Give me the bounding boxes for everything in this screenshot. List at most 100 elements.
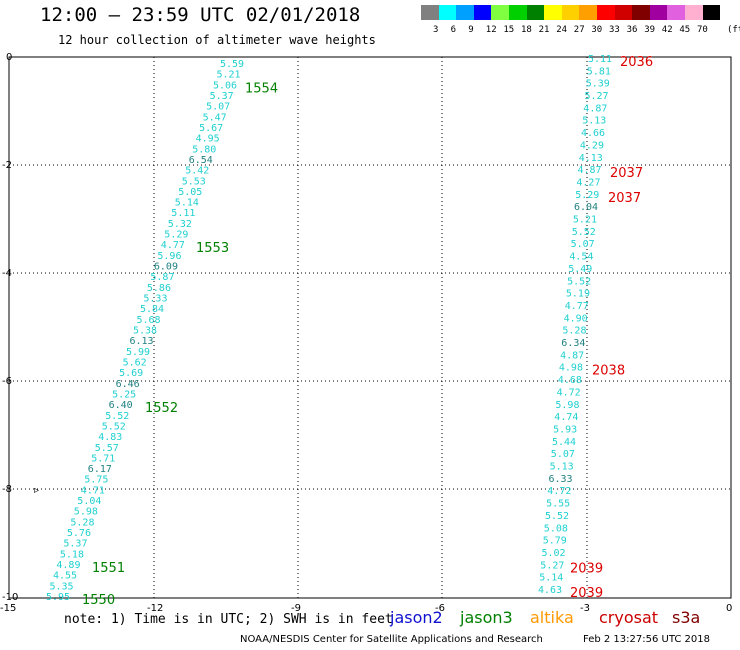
- legend-bin-label: 30: [591, 25, 603, 35]
- wave-height-value: 5.49: [568, 264, 592, 275]
- wave-height-value: 4.72: [557, 387, 581, 398]
- legend-bin-label: 33: [609, 25, 620, 35]
- wave-height-value: 5.21: [573, 215, 597, 226]
- legend-swatch: [473, 5, 492, 20]
- legend-swatch: [561, 5, 580, 20]
- wave-height-value: 5.93: [553, 425, 577, 436]
- wave-height-value: 5.53: [182, 176, 206, 187]
- pass-time-label: 2036: [620, 55, 653, 70]
- wave-height-value: 6.54: [189, 155, 213, 166]
- wave-height-value: 5.02: [542, 548, 566, 559]
- pass-time-label: 1554: [245, 81, 278, 96]
- legend-swatch: [632, 5, 650, 20]
- wave-height-value: 5.05: [178, 187, 202, 198]
- pass-time-label: 2039: [570, 561, 603, 576]
- wave-height-value: 4.68: [558, 375, 582, 386]
- wave-height-value: 6.13: [130, 336, 154, 347]
- legend-swatch: [597, 5, 615, 20]
- wave-height-value: 5.29: [575, 190, 599, 201]
- y-tick-label: -4: [2, 268, 12, 279]
- legend-bin-label: 39: [644, 25, 656, 35]
- legend-swatch: [702, 5, 721, 20]
- x-tick-label: -15: [0, 603, 16, 614]
- wave-height-value: 5.39: [586, 79, 610, 90]
- wave-height-value: 5.37: [63, 539, 87, 550]
- wave-height-value: 5.62: [123, 358, 147, 369]
- wave-height-value: 6.34: [561, 338, 585, 349]
- wave-height-value: 5.28: [562, 326, 586, 337]
- satellite-label-altika: altika: [530, 608, 574, 627]
- wave-height-value: 5.14: [175, 198, 199, 209]
- legend-bin-label: 70: [697, 25, 708, 35]
- wave-height-value: 5.29: [164, 230, 188, 241]
- wave-height-value: 5.13: [582, 116, 606, 127]
- map-subtitle: 12 hour collection of altimeter wave hei…: [58, 33, 376, 47]
- satellite-label-cryosat: cryosat: [599, 608, 659, 627]
- satellite-label-s3a: s3a: [672, 608, 701, 627]
- legend-bin-label: 36: [626, 25, 638, 35]
- wave-height-value: 5.28: [70, 517, 94, 528]
- wave-height-value: 4.55: [53, 571, 77, 582]
- wave-height-value: 5.33: [143, 294, 167, 305]
- wave-height-value: 5.87: [150, 272, 174, 283]
- wave-height-value: 4.63: [538, 585, 562, 596]
- legend-swatch: [421, 5, 439, 20]
- wave-height-value: 5.69: [119, 368, 143, 379]
- wave-height-value: 5.52: [572, 227, 596, 238]
- pass-time-label: 2039: [570, 586, 603, 601]
- legend-swatch: [456, 5, 474, 20]
- wave-height-value: 5.32: [168, 219, 192, 230]
- x-tick-label: -3: [580, 603, 590, 614]
- legend-swatch: [438, 5, 457, 20]
- wave-height-value: 4.54: [569, 252, 593, 263]
- legend-bin-label: 24: [556, 25, 568, 35]
- legend-swatch: [614, 5, 633, 20]
- wave-height-value: 5.67: [199, 123, 223, 134]
- wave-height-value: 5.13: [550, 462, 574, 473]
- wave-height-value: 4.90: [564, 313, 588, 324]
- legend-swatch: [491, 5, 509, 20]
- wave-height-value: 5.47: [203, 112, 227, 123]
- y-tick-label: -10: [2, 592, 18, 603]
- map-title: 12:00 – 23:59 UTC 02/01/2018: [40, 4, 361, 26]
- wave-height-value: 5.37: [210, 91, 234, 102]
- wave-height-value: 4.71: [81, 485, 105, 496]
- wave-height-value: 5.76: [67, 528, 91, 539]
- wave-height-value: 5.96: [157, 251, 181, 262]
- wave-height-value: 4.89: [56, 560, 80, 571]
- wave-height-value: 4.66: [581, 128, 605, 139]
- satellite-label-jason2: jason2: [390, 608, 443, 627]
- x-tick-label: 0: [726, 603, 732, 614]
- wave-height-value: 5.52: [545, 511, 569, 522]
- wave-height-value: 4.98: [559, 363, 583, 374]
- plot-frame: [8, 56, 732, 599]
- wave-height-value: 6.04: [574, 202, 598, 213]
- y-tick-label: 0: [6, 52, 12, 63]
- wave-height-value: 5.71: [91, 453, 115, 464]
- wave-height-value: 6.17: [88, 464, 112, 475]
- legend-swatch: [509, 5, 527, 20]
- x-tick-label: -6: [435, 603, 445, 614]
- wave-height-value: 5.27: [540, 560, 564, 571]
- satellite-label-jason3: jason3: [460, 608, 513, 627]
- wave-height-value: 4.87: [560, 350, 584, 361]
- legend-swatch: [667, 5, 685, 20]
- wave-height-value: 5.52: [567, 276, 591, 287]
- wave-height-value: 5.79: [543, 536, 567, 547]
- wave-height-value: 5.42: [185, 166, 209, 177]
- wave-height-value: 5.38: [133, 326, 157, 337]
- wave-height-value: 5.06: [213, 80, 237, 91]
- wave-height-value: 5.11: [171, 208, 195, 219]
- wave-height-value: 4.83: [98, 432, 122, 443]
- wave-height-value: 5.86: [147, 283, 171, 294]
- pass-time-label: 1551: [92, 561, 125, 576]
- legend-bin-label: 12: [485, 25, 497, 35]
- legend-bin-label: 3: [433, 25, 439, 35]
- wave-height-value: 5.81: [587, 66, 611, 77]
- y-tick-label: -6: [2, 376, 12, 387]
- legend-bin-label: 42: [661, 25, 673, 35]
- wave-height-value: 4.77: [161, 240, 185, 251]
- wave-height-value: 5.57: [95, 443, 119, 454]
- wave-height-value: 4.27: [576, 178, 600, 189]
